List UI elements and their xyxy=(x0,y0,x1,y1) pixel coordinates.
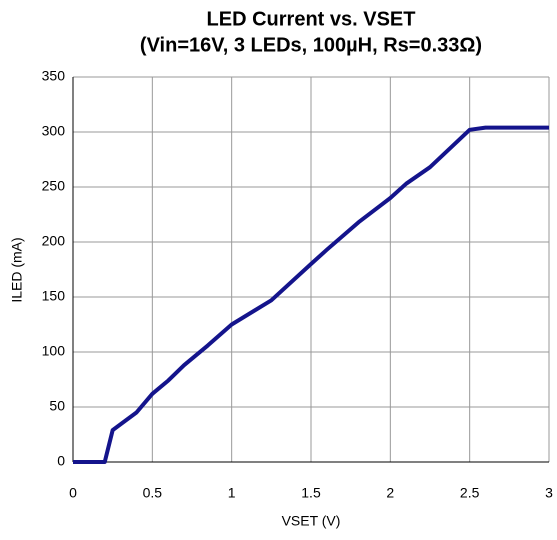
y-tick-label: 50 xyxy=(49,398,65,414)
y-tick-label: 150 xyxy=(42,288,66,304)
y-tick-label: 250 xyxy=(42,178,66,194)
chart-subtitle: (Vin=16V, 3 LEDs, 100µH, Rs=0.33Ω) xyxy=(140,34,482,56)
y-tick-label: 200 xyxy=(42,233,66,249)
x-axis-label: VSET (V) xyxy=(282,513,341,529)
y-axis-label: ILED (mA) xyxy=(9,237,25,302)
x-tick-label: 0 xyxy=(69,485,77,501)
y-tick-label: 100 xyxy=(42,343,66,359)
x-tick-label: 1 xyxy=(228,485,236,501)
x-tick-label: 0.5 xyxy=(143,485,163,501)
y-tick-label: 0 xyxy=(57,453,65,469)
y-tick-label: 350 xyxy=(42,68,66,84)
x-tick-label: 1.5 xyxy=(301,485,321,501)
x-tick-label: 2 xyxy=(386,485,394,501)
chart-title: LED Current vs. VSET xyxy=(207,8,416,30)
x-tick-label: 3 xyxy=(545,485,553,501)
y-tick-label: 300 xyxy=(42,123,66,139)
x-tick-label: 2.5 xyxy=(460,485,480,501)
data-line xyxy=(73,125,549,464)
